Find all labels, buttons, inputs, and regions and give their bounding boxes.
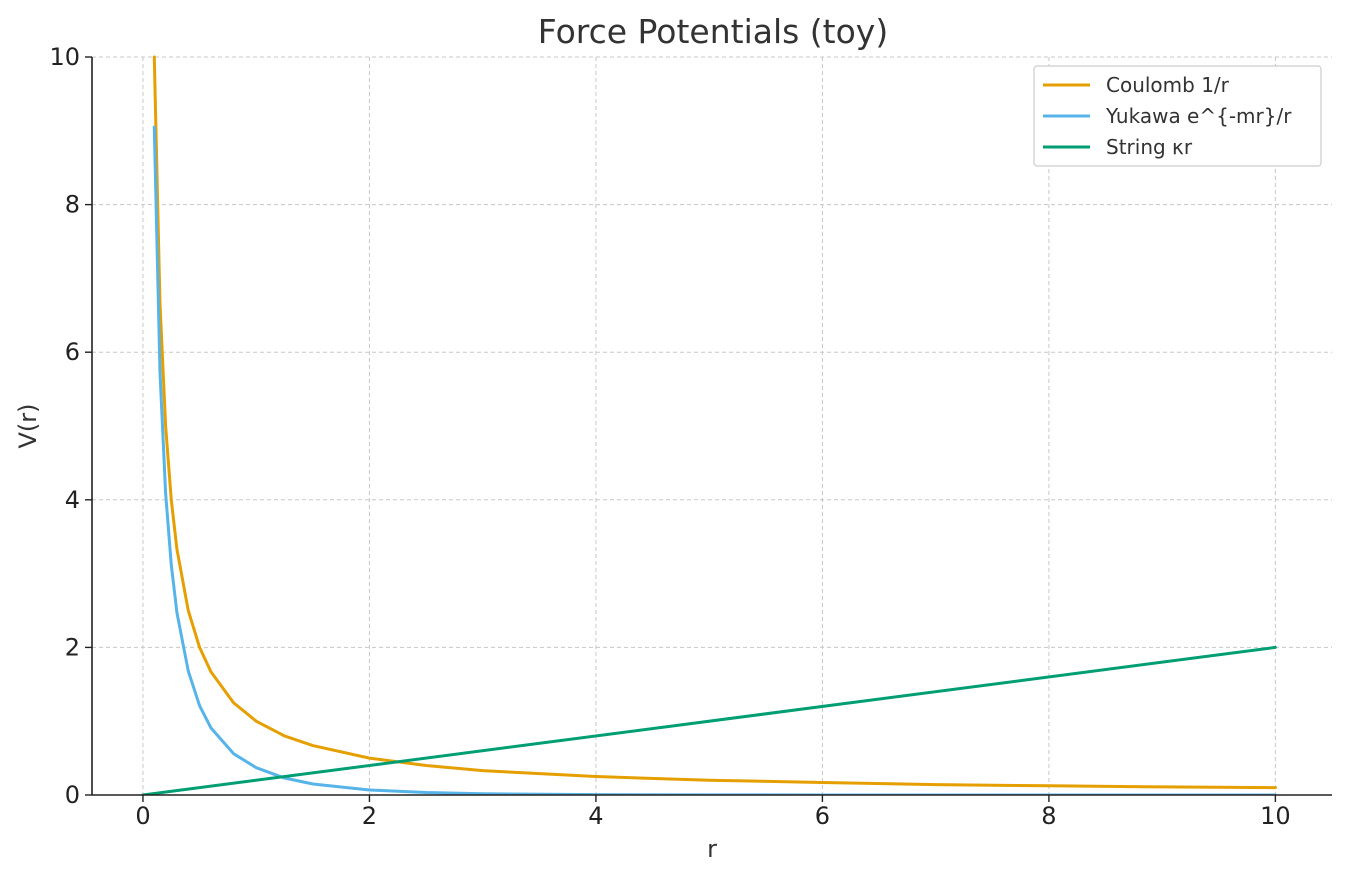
y-tick-label: 4 [65,486,80,514]
x-tick-label: 0 [135,802,150,830]
series-line-1 [152,125,1277,795]
series-line-2 [141,645,1277,795]
x-tick-label: 8 [1041,802,1056,830]
y-tick-label: 10 [49,43,80,71]
series-group [141,55,1277,795]
x-tick-label: 10 [1260,802,1291,830]
legend-frame [1033,65,1322,167]
y-tick-label: 0 [65,781,80,809]
x-tick-label: 6 [815,802,830,830]
grid [92,56,1332,796]
x-tick-label: 4 [588,802,603,830]
y-tick-label: 2 [65,633,80,661]
legend-label-2: String κr [1106,135,1193,159]
y-tick-label: 6 [65,338,80,366]
axes [85,56,1332,802]
legend-label-1: Yukawa e^{-mr}/r [1105,104,1292,128]
y-tick-label: 8 [65,191,80,219]
legend-label-0: Coulomb 1/r [1106,73,1230,97]
series-line-0 [152,55,1277,790]
chart-title: Force Potentials (toy) [538,12,888,51]
x-tick-label: 2 [362,802,377,830]
y-axis-label: V(r) [14,403,42,448]
tick-labels: 0 2 4 6 8 10 0 2 4 6 8 10 [49,43,1290,830]
x-axis-label: r [707,835,717,863]
legend: Coulomb 1/r Yukawa e^{-mr}/r String κr [1033,65,1322,167]
